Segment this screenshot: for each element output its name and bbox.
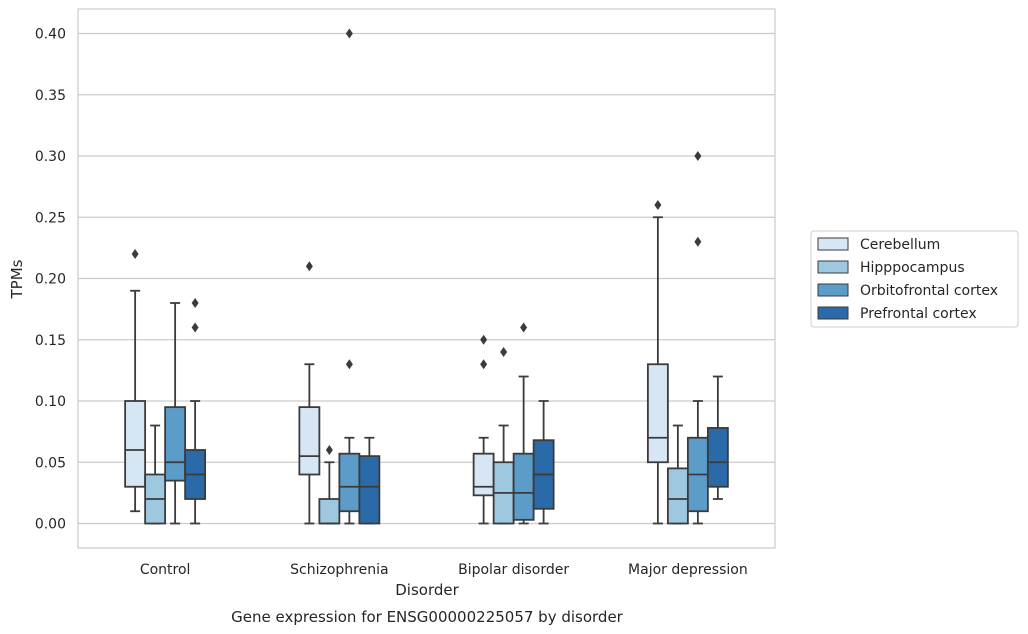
y-tick-label: 0.15 — [35, 333, 66, 349]
box-body — [338, 452, 361, 513]
outlier-point — [480, 334, 488, 345]
box-body — [318, 498, 341, 525]
x-tick-label: Major depression — [628, 562, 748, 578]
outlier-point — [191, 322, 199, 333]
x-tick-label: Bipolar disorder — [458, 562, 569, 578]
legend-label: Orbitofrontal cortex — [860, 283, 998, 299]
y-tick-labels: 0.00 0.05 0.10 0.15 0.20 0.25 0.30 0.35 0.40 — [35, 27, 66, 533]
legend-item: Hipppocampus — [817, 260, 965, 276]
legend: Cerebellum Hipppocampus Orbitofrontal cort… — [810, 230, 1019, 328]
plot-area-frame — [77, 8, 776, 549]
y-tick-label: 0.00 — [35, 517, 66, 533]
box — [472, 334, 495, 525]
y-tick-label: 0.10 — [35, 394, 66, 410]
legend-label: Cerebellum — [860, 237, 940, 253]
outlier-point — [520, 322, 528, 333]
box-body — [472, 452, 495, 497]
outlier-point — [345, 28, 353, 39]
y-tick-label: 0.30 — [35, 149, 66, 165]
outlier-point — [694, 236, 702, 247]
box — [318, 445, 341, 525]
box — [492, 347, 515, 525]
x-tick-label: Control — [140, 562, 191, 578]
box — [124, 249, 147, 513]
legend-swatch — [817, 306, 849, 320]
legend-item: Prefrontal cortex — [817, 306, 977, 322]
legend-item: Cerebellum — [817, 237, 940, 253]
box — [706, 375, 729, 500]
y-tick-label: 0.35 — [35, 88, 66, 104]
box-groups — [124, 28, 729, 525]
y-tick-label: 0.40 — [35, 27, 66, 43]
y-tick-label: 0.25 — [35, 210, 66, 226]
box-body — [164, 406, 187, 482]
x-tick-labels: Control Schizophrenia Bipolar disorder Majo… — [140, 562, 748, 578]
outlier-point — [480, 359, 488, 370]
outlier-point — [694, 151, 702, 161]
legend-label: Hipppocampus — [860, 260, 965, 276]
y-axis-title: TPMs — [8, 259, 26, 299]
box — [666, 424, 689, 525]
outlier-point — [500, 347, 508, 357]
x-axis-title: Disorder — [395, 581, 459, 599]
outlier-point — [325, 445, 333, 455]
box — [686, 151, 709, 525]
box — [532, 400, 555, 525]
y-tick-label: 0.20 — [35, 272, 66, 288]
chart-caption: Gene expression for ENSG00000225057 by d… — [231, 608, 624, 626]
box — [164, 302, 187, 525]
box-group — [124, 249, 207, 525]
box-group — [298, 28, 381, 525]
box-body — [666, 467, 689, 525]
box — [646, 200, 669, 525]
box — [298, 261, 321, 525]
box-body — [124, 400, 147, 488]
legend-item: Orbitofrontal cortex — [817, 283, 998, 299]
box-body — [298, 406, 321, 476]
box — [144, 424, 167, 525]
box-group — [646, 151, 729, 525]
x-tick-label: Schizophrenia — [290, 562, 388, 578]
legend-label: Prefrontal cortex — [860, 306, 977, 322]
legend-swatch — [817, 283, 849, 297]
box — [358, 436, 381, 525]
box-body — [646, 363, 669, 464]
outlier-point — [345, 359, 353, 370]
box-group — [472, 322, 555, 525]
outlier-point — [654, 200, 662, 210]
box-body — [512, 452, 535, 521]
legend-swatch — [817, 237, 849, 251]
box — [184, 298, 207, 525]
outlier-point — [305, 261, 313, 272]
legend-swatch — [817, 260, 849, 274]
legend-frame — [810, 230, 1019, 328]
outlier-point — [191, 298, 199, 308]
box-body — [358, 455, 381, 525]
box-body — [706, 427, 729, 488]
outlier-point — [131, 249, 139, 259]
y-tick-label: 0.05 — [35, 455, 66, 471]
